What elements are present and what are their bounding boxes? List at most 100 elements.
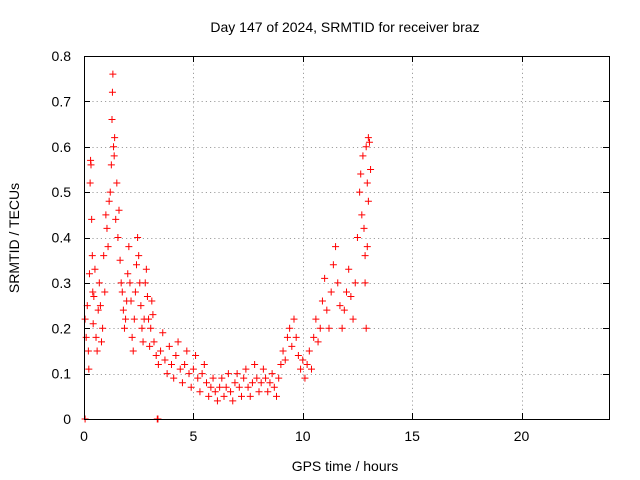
data-point: [102, 211, 110, 219]
data-point: [297, 365, 305, 373]
data-point: [200, 361, 208, 369]
data-point: [303, 361, 311, 369]
data-point: [347, 292, 355, 300]
data-point: [364, 134, 372, 142]
data-point: [88, 215, 96, 223]
data-point: [124, 270, 132, 278]
data-point: [86, 179, 94, 187]
data-point: [363, 179, 371, 187]
data-point: [233, 370, 241, 378]
data-point: [364, 197, 372, 205]
data-point: [99, 324, 107, 332]
data-point: [149, 311, 157, 319]
data-point: [82, 333, 90, 341]
data-point: [363, 243, 371, 251]
data-point: [277, 361, 285, 369]
data-point: [332, 243, 340, 251]
data-point: [231, 379, 239, 387]
data-point: [118, 288, 126, 296]
data-point: [165, 342, 173, 350]
data-point: [273, 392, 280, 400]
data-point: [125, 243, 133, 251]
y-tick-label: 0.6: [52, 139, 72, 155]
data-point: [248, 379, 256, 387]
data-point: [361, 252, 369, 260]
data-point: [259, 365, 267, 373]
y-tick-label: 0.3: [52, 275, 72, 291]
data-point: [351, 279, 359, 287]
plot-frame: [84, 56, 610, 420]
data-point: [246, 392, 254, 400]
data-point: [314, 338, 322, 346]
x-tick-label: 0: [80, 428, 88, 444]
data-point: [235, 383, 243, 391]
y-tick-label: 0.5: [52, 184, 72, 200]
x-tick-label: 10: [295, 428, 311, 444]
data-point: [329, 261, 337, 269]
data-point: [95, 279, 103, 287]
data-point: [255, 388, 263, 396]
data-point: [343, 288, 350, 296]
data-point: [152, 351, 160, 359]
y-tick-label: 0.4: [52, 230, 72, 246]
data-point: [87, 161, 95, 169]
data-point: [109, 70, 117, 78]
data-point: [362, 324, 370, 332]
data-point: [362, 143, 370, 151]
data-point: [301, 374, 309, 382]
data-point: [142, 265, 150, 273]
data-point: [327, 288, 335, 296]
data-point: [110, 143, 118, 151]
data-point: [334, 279, 342, 287]
data-point: [138, 324, 146, 332]
data-point: [174, 338, 182, 346]
data-point: [294, 351, 302, 359]
data-point: [224, 370, 232, 378]
data-point: [111, 134, 119, 142]
data-point: [229, 397, 237, 405]
data-point: [146, 342, 154, 350]
data-point: [114, 234, 122, 241]
data-point: [108, 88, 116, 96]
data-point: [112, 215, 120, 223]
data-point: [129, 347, 137, 355]
data-point: [353, 234, 361, 241]
data-point: [338, 324, 346, 332]
data-point: [145, 315, 153, 323]
data-point: [81, 315, 89, 323]
data-point: [187, 383, 195, 391]
data-point: [209, 374, 217, 382]
data-point: [357, 170, 365, 178]
data-point: [127, 297, 135, 305]
data-point: [268, 370, 276, 378]
data-point: [345, 265, 353, 273]
data-point: [85, 365, 93, 373]
data-point: [251, 361, 259, 369]
data-point: [361, 279, 369, 287]
data-point: [270, 383, 278, 391]
data-point: [141, 279, 149, 287]
data-point: [157, 347, 165, 355]
data-point: [131, 288, 139, 296]
data-point: [85, 270, 93, 278]
data-point: [222, 383, 230, 391]
data-point: [139, 338, 147, 346]
data-point: [185, 370, 193, 378]
data-point: [299, 356, 307, 364]
y-tick-label: 0.8: [52, 48, 72, 64]
data-point: [266, 379, 274, 387]
data-point: [93, 347, 101, 355]
data-point: [318, 297, 326, 305]
data-point: [218, 374, 226, 382]
data-point: [198, 370, 206, 378]
data-point: [308, 365, 315, 373]
data-point: [126, 279, 134, 287]
data-point: [119, 306, 127, 314]
data-point: [340, 306, 348, 314]
data-point: [170, 374, 178, 382]
axis-ticks: [84, 56, 609, 420]
data-point: [159, 329, 167, 337]
data-points: [81, 70, 375, 423]
data-point: [262, 374, 270, 382]
data-point: [106, 188, 114, 196]
